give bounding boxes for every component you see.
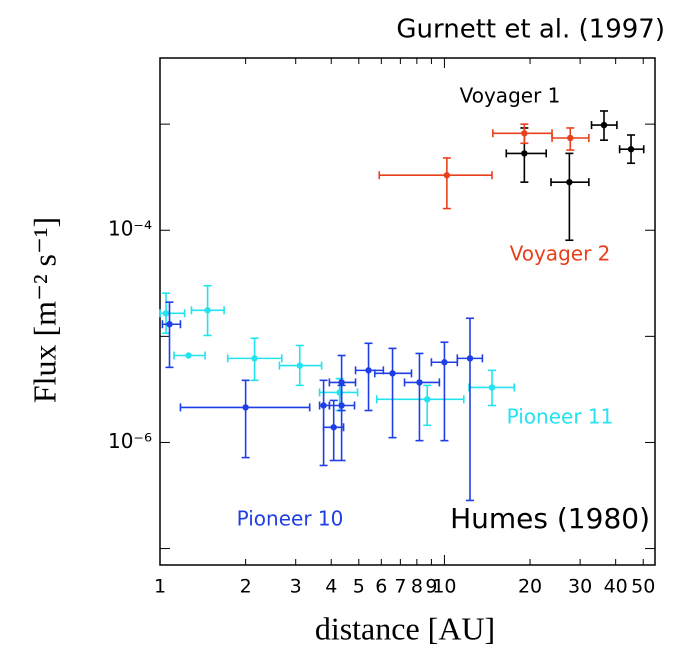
data-point [521,150,528,157]
data-point [416,379,423,386]
data-point [338,402,345,409]
data-point [162,310,170,317]
data-point [242,404,249,411]
data-point [521,130,528,137]
x-tick-label: 9 [425,576,437,598]
plot-frame [159,57,656,566]
x-tick-label: 20 [518,576,542,598]
data-point [566,178,573,186]
series-label: Voyager 2 [510,242,611,266]
data-point [441,359,448,366]
data-point [185,352,192,359]
data-point [389,370,396,377]
data-point [166,321,173,328]
x-axis-title: distance [AU] [315,610,495,646]
series-label: Pioneer 11 [507,405,614,429]
data-point [338,379,345,386]
data-point [330,424,337,431]
y-axis-title: Flux [m⁻² s⁻¹] [26,217,62,403]
y-tick-label: 10⁻⁴ [108,217,152,241]
annotation: Humes (1980) [450,502,650,535]
data-point [424,396,431,403]
x-tick-label: 1 [154,576,166,598]
series-label: Voyager 1 [460,84,561,108]
x-tick-label: 6 [375,576,387,598]
x-tick-label: 50 [631,576,655,598]
data-point [443,172,451,179]
data-point [627,146,635,153]
data-point [365,367,372,374]
series-label: Pioneer 10 [237,507,344,531]
x-tick-label: 2 [240,576,252,598]
x-tick-label: 30 [568,576,592,598]
x-tick-label: 7 [394,576,406,598]
x-tick-label: 40 [604,576,628,598]
x-tick-label: 8 [411,576,423,598]
data-point [320,402,327,409]
chart-title: Gurnett et al. (1997) [396,15,665,45]
data-point [600,121,608,129]
x-tick-label: 5 [353,576,365,598]
y-tick-label: 10⁻⁶ [108,429,152,453]
data-point [488,384,496,391]
data-point [251,355,258,362]
data-point [204,307,211,314]
x-tick-label: 3 [290,576,302,598]
x-tick-label: 10 [432,576,456,598]
data-point [567,134,574,142]
data-point [466,355,474,362]
data-point [296,362,303,369]
x-tick-label: 4 [325,576,337,598]
